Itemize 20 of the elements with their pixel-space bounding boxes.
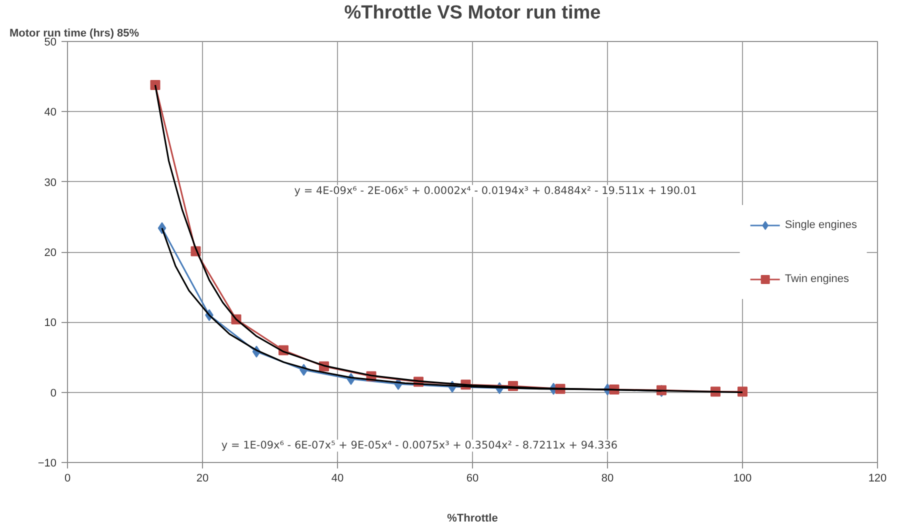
x-tick-label: 80 (601, 472, 614, 484)
x-axis-title: %Throttle (447, 512, 498, 524)
y-tick-label: 40 (44, 106, 57, 119)
y-tick-label: 20 (44, 247, 57, 259)
y-tick-label: 30 (44, 176, 57, 189)
x-tick-label: 120 (868, 472, 887, 484)
y-tick-label: 50 (44, 36, 57, 48)
legend-label: Single engines (784, 218, 857, 230)
legend-label: Twin engines (784, 272, 850, 284)
x-tick-label: 40 (331, 472, 344, 484)
chart-title: %Throttle VS Motor run time (344, 2, 601, 24)
x-tick-label: 60 (466, 472, 479, 484)
x-tick-label: 100 (733, 472, 752, 484)
x-tick-label: 20 (196, 472, 209, 484)
annotation: y = 4E-09x⁶ - 2E-06x⁵ + 0.0002x⁴ - 0.0194x³ + 0.8484x² - 19.511x + 190.01 (294, 184, 697, 197)
y-tick-label: −10 (38, 458, 57, 470)
y-tick-label: 10 (44, 317, 57, 330)
y-tick-label: 0 (50, 387, 57, 400)
x-tick-label: 0 (64, 472, 71, 484)
annotation: y = 1E-09x⁶ - 6E-07x⁵ + 9E-05x⁴ - 0.0075x³ + 0.3504x² - 8.7211x + 94.336 (221, 440, 618, 452)
